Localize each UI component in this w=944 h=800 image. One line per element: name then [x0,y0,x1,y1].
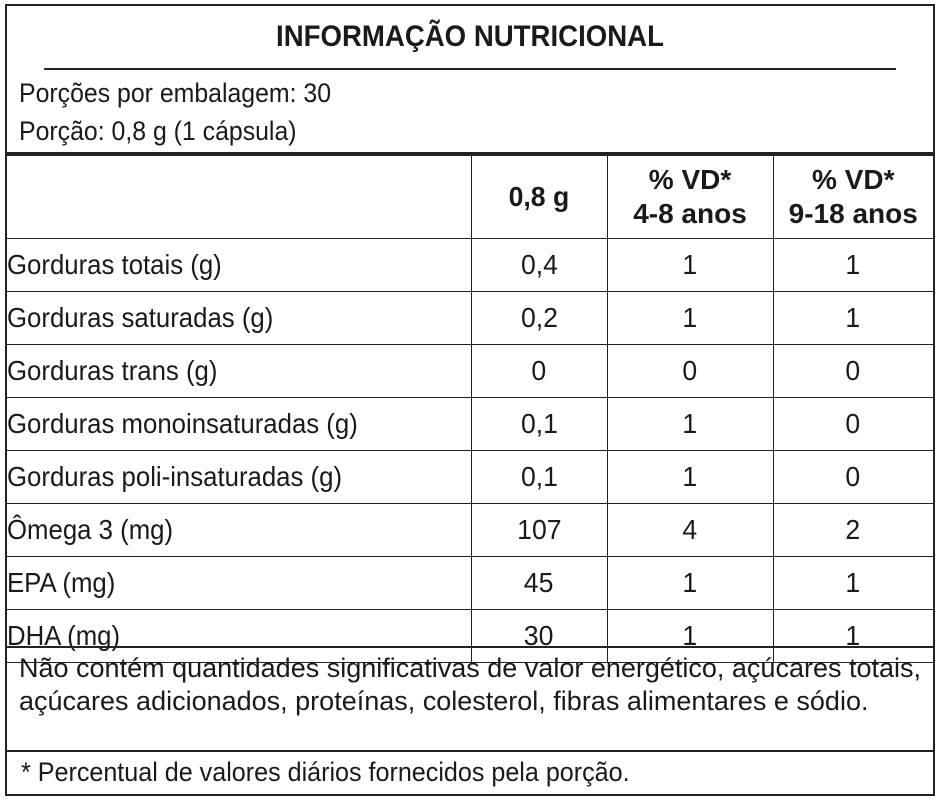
serving-size: Porção: 0,8 g (1 cápsula) [19,116,297,146]
servings-per-package: Porções por embalagem: 30 [19,78,332,108]
row-label: Ômega 3 (mg) [7,503,472,557]
row-vd-9-18: 1 [772,609,933,663]
row-label: Gorduras poli-insaturadas (g) [7,450,472,504]
table-row: Gorduras trans (g) 0 0 0 [7,344,933,398]
row-vd-9-18: 1 [772,291,933,345]
row-vd-4-8: 0 [606,344,774,398]
row-label: Gorduras totais (g) [7,238,472,292]
header-empty-cell [7,156,472,239]
row-label: DHA (mg) [7,609,472,663]
row-amount: 45 [470,556,608,610]
nutrition-facts-panel: INFORMAÇÃO NUTRICIONAL Porções por embal… [5,4,935,796]
nutrition-table: 0,8 g % VD* 4-8 anos % VD* 9-18 anos Gor… [7,156,933,663]
row-vd-4-8: 1 [606,291,774,345]
table-row: Gorduras totais (g) 0,4 1 1 [7,238,933,292]
row-amount: 107 [470,503,608,557]
nutrition-title: INFORMAÇÃO NUTRICIONAL [44,6,896,70]
row-amount: 30 [470,609,608,663]
row-vd-4-8: 1 [606,609,774,663]
row-amount: 0 [470,344,608,398]
row-label: Gorduras trans (g) [7,344,472,398]
header-vd-9-18: % VD* 9-18 anos [772,156,933,239]
row-vd-4-8: 1 [606,556,774,610]
row-vd-9-18: 0 [772,344,933,398]
table-row: Ômega 3 (mg) 107 4 2 [7,503,933,557]
portion-info: Porções por embalagem: 30 Porção: 0,8 g … [7,68,933,156]
row-vd-4-8: 1 [606,450,774,504]
table-row: EPA (mg) 45 1 1 [7,556,933,610]
footnote: * Percentual de valores diários fornecid… [21,757,630,787]
row-vd-9-18: 0 [772,397,933,451]
table-row: Gorduras monoinsaturadas (g) 0,1 1 0 [7,397,933,451]
table-row: Gorduras poli-insaturadas (g) 0,1 1 0 [7,450,933,504]
row-vd-4-8: 1 [606,238,774,292]
row-vd-4-8: 1 [606,397,774,451]
row-label: Gorduras monoinsaturadas (g) [7,397,472,451]
table-row: Gorduras saturadas (g) 0,2 1 1 [7,291,933,345]
row-amount: 0,1 [470,397,608,451]
row-vd-9-18: 1 [772,238,933,292]
row-vd-4-8: 4 [606,503,774,557]
table-row: DHA (mg) 30 1 1 [7,609,933,663]
nutrition-note: Não contém quantidades significativas de… [7,646,933,752]
row-vd-9-18: 0 [772,450,933,504]
row-amount: 0,4 [470,238,608,292]
table-header-row: 0,8 g % VD* 4-8 anos % VD* 9-18 anos [7,156,933,239]
row-vd-9-18: 1 [772,556,933,610]
header-amount: 0,8 g [470,156,608,239]
header-vd-4-8: % VD* 4-8 anos [606,156,774,239]
row-amount: 0,2 [470,291,608,345]
row-vd-9-18: 2 [772,503,933,557]
row-label: Gorduras saturadas (g) [7,291,472,345]
row-amount: 0,1 [470,450,608,504]
row-label: EPA (mg) [7,556,472,610]
